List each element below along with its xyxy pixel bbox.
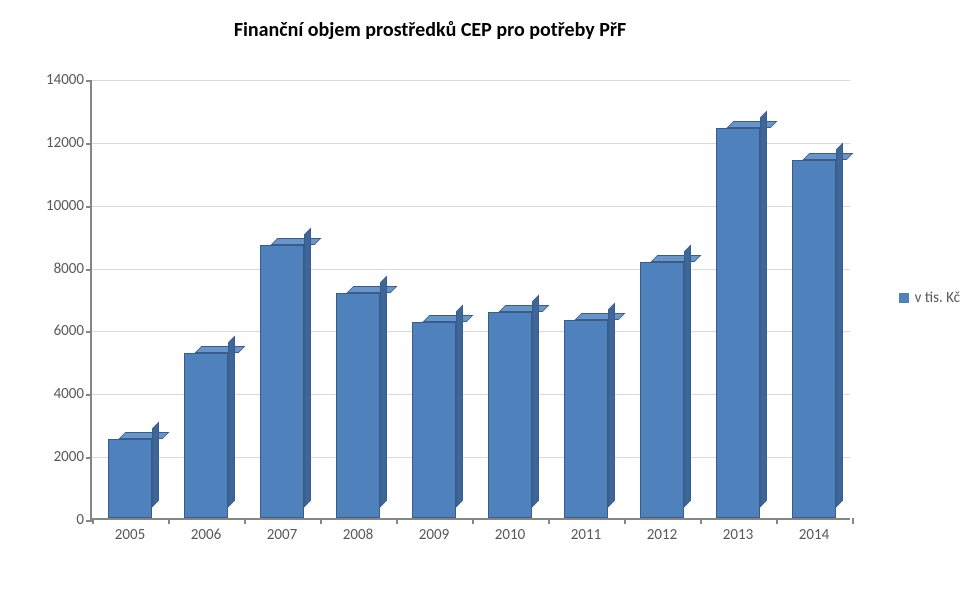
- ytick-label: 10000: [46, 197, 84, 215]
- xtick-label: 2006: [191, 526, 221, 544]
- bar-top: [650, 255, 701, 262]
- xtick-label: 2005: [115, 526, 145, 544]
- xtick-label: 2010: [495, 526, 525, 544]
- bar: [564, 320, 608, 518]
- bar-face: [792, 160, 836, 518]
- xtick-mark: [472, 518, 474, 524]
- bar-face: [488, 312, 532, 518]
- xtick-label: 2012: [647, 526, 677, 544]
- ytick-mark: [86, 331, 92, 333]
- xtick-mark: [168, 518, 170, 524]
- ytick-label: 4000: [54, 385, 84, 403]
- bar: [260, 245, 304, 518]
- ytick-mark: [86, 269, 92, 271]
- bar-face: [716, 128, 760, 518]
- bar-top: [726, 121, 777, 128]
- bar-side: [228, 336, 235, 508]
- xtick-label: 2009: [419, 526, 449, 544]
- gridline: [92, 80, 850, 81]
- bar-side: [760, 111, 767, 508]
- bar-face: [260, 245, 304, 518]
- bar: [184, 353, 228, 518]
- bar-side: [608, 303, 615, 508]
- xtick-mark: [320, 518, 322, 524]
- xtick-label: 2011: [571, 526, 601, 544]
- bar: [108, 439, 152, 518]
- ytick-label: 14000: [46, 71, 84, 89]
- bar-side: [456, 304, 463, 507]
- legend: v tis. Kč: [899, 289, 960, 307]
- bar-face: [336, 293, 380, 518]
- bar: [640, 262, 684, 518]
- xtick-label: 2013: [723, 526, 753, 544]
- bar-face: [564, 320, 608, 518]
- bar-side: [836, 142, 843, 507]
- bar-face: [184, 353, 228, 518]
- xtick-mark: [92, 518, 94, 524]
- legend-swatch: [899, 293, 909, 303]
- bar-top: [422, 315, 473, 322]
- ytick-mark: [86, 457, 92, 459]
- bar-face: [108, 439, 152, 518]
- xtick-mark: [624, 518, 626, 524]
- ytick-mark: [86, 143, 92, 145]
- bar-top: [498, 305, 549, 312]
- bar: [792, 160, 836, 518]
- ytick-label: 2000: [54, 448, 84, 466]
- plot-area: 0200040006000800010000120001400020052006…: [90, 80, 850, 520]
- ytick-label: 8000: [54, 260, 84, 278]
- bar-top: [574, 313, 625, 320]
- xtick-mark: [852, 518, 854, 524]
- bar: [488, 312, 532, 518]
- bar: [412, 322, 456, 518]
- bar-top: [118, 432, 169, 439]
- ytick-mark: [86, 206, 92, 208]
- ytick-label: 6000: [54, 322, 84, 340]
- bar: [716, 128, 760, 518]
- bar-top: [802, 153, 853, 160]
- bar-top: [194, 346, 245, 353]
- ytick-label: 0: [76, 511, 84, 529]
- chart-container: Finanční objem prostředků CEP pro potřeb…: [0, 0, 980, 595]
- bar-side: [380, 276, 387, 508]
- bar-top: [270, 238, 321, 245]
- xtick-label: 2008: [343, 526, 373, 544]
- xtick-mark: [776, 518, 778, 524]
- ytick-label: 12000: [46, 134, 84, 152]
- bar-face: [412, 322, 456, 518]
- chart-title: Finanční objem prostředků CEP pro potřeb…: [0, 18, 860, 42]
- bar-top: [346, 286, 397, 293]
- bar-side: [684, 244, 691, 507]
- bar-side: [532, 295, 539, 508]
- bar: [336, 293, 380, 518]
- xtick-mark: [548, 518, 550, 524]
- xtick-mark: [244, 518, 246, 524]
- bar-side: [304, 227, 311, 507]
- bar-side: [152, 422, 159, 508]
- xtick-label: 2007: [267, 526, 297, 544]
- xtick-label: 2014: [799, 526, 829, 544]
- xtick-mark: [396, 518, 398, 524]
- bar-face: [640, 262, 684, 518]
- ytick-mark: [86, 394, 92, 396]
- legend-label: v tis. Kč: [915, 289, 960, 307]
- ytick-mark: [86, 80, 92, 82]
- xtick-mark: [700, 518, 702, 524]
